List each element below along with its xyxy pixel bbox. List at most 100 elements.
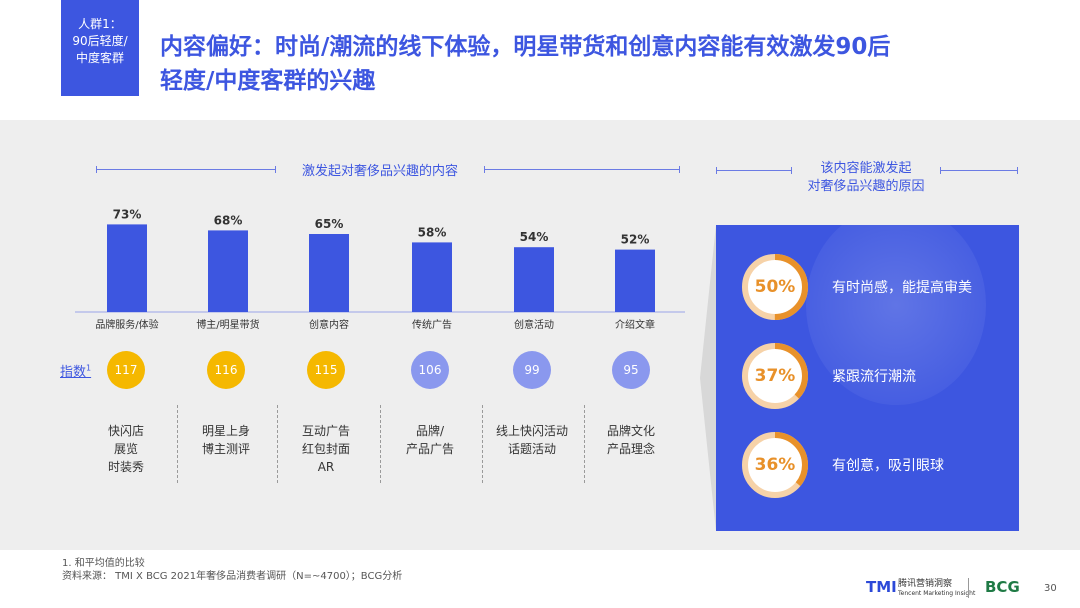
examples-col-4: 品牌/ 产品广告 <box>380 402 480 458</box>
example-line: 红包封面 <box>301 442 350 456</box>
example-line: 快闪店 <box>107 424 144 438</box>
reason-percent: 37% <box>754 366 796 386</box>
footnote-line2: 资料来源： TMI X BCG 2021年奢侈品消费者调研（N=~4700）；B… <box>62 571 403 582</box>
footnote: 1. 和平均值的比较 资料来源： TMI X BCG 2021年奢侈品消费者调研… <box>62 557 402 583</box>
index-value: 116 <box>214 363 238 377</box>
bar-value-label: 58% <box>418 225 447 239</box>
index-label: 指数1 <box>60 361 91 380</box>
example-line: 品牌/ <box>415 424 445 438</box>
index-circle: 115 <box>307 351 345 389</box>
index-circle: 117 <box>107 351 145 389</box>
examples-col-1: 快闪店 展览 时装秀 <box>76 402 176 476</box>
example-line: 博主测评 <box>201 442 250 456</box>
examples-col-6: 品牌文化 产品理念 <box>581 402 681 458</box>
column-separator <box>277 405 278 483</box>
index-value: 95 <box>623 363 639 377</box>
chevron-connector <box>700 225 716 531</box>
ring-background <box>745 435 805 495</box>
bar-value-label: 52% <box>621 233 650 247</box>
ring-progress <box>742 432 808 498</box>
category-label: 创意内容 <box>309 318 349 331</box>
slide-title: 内容偏好：时尚/潮流的线下体验，明星带货和创意内容能有效激发90后 轻度/中度客… <box>160 30 1040 98</box>
example-line: 互动广告 <box>301 424 350 438</box>
index-circle: 116 <box>207 351 245 389</box>
bar-value-label: 73% <box>113 207 142 221</box>
bar <box>107 224 147 312</box>
right-header-line2: 对奢侈品兴趣的原因 <box>807 179 925 194</box>
tmi-sub-en: Tencent Marketing Insight <box>898 590 976 597</box>
page-number: 30 <box>1044 583 1057 594</box>
example-line: 话题活动 <box>507 442 556 456</box>
bar-value-label: 68% <box>214 213 243 227</box>
example-line: 产品理念 <box>606 442 655 456</box>
category-label: 传统广告 <box>412 318 452 331</box>
right-header-line1: 该内容能激发起 <box>820 161 912 176</box>
reason-ring <box>742 343 808 409</box>
bar <box>615 249 655 312</box>
reasons-box: 50% 有时尚感，能提高审美 37% 紧跟流行潮流 36% 有创意，吸引眼球 <box>716 225 1019 531</box>
example-line: 明星上身 <box>201 424 250 438</box>
bar-value-label: 54% <box>520 230 549 244</box>
example-line: 品牌文化 <box>606 424 655 438</box>
tmi-logo: TMI <box>866 578 897 596</box>
reason-row: 37% 紧跟流行潮流 <box>740 341 1010 411</box>
right-section-header: 该内容能激发起 对奢侈品兴趣的原因 <box>796 160 936 196</box>
category-label: 品牌服务/体验 <box>95 318 158 331</box>
reason-row: 50% 有时尚感，能提高审美 <box>740 252 1010 322</box>
ring-progress <box>742 343 808 409</box>
tmi-sub-cn: 腾讯营销洞察 <box>898 579 953 589</box>
left-header-line-right <box>484 166 680 173</box>
example-line: 展览 <box>113 442 138 456</box>
index-value: 99 <box>524 363 540 377</box>
index-footnote-mark: 1 <box>86 363 92 373</box>
example-line: 产品广告 <box>405 442 454 456</box>
index-circle: 95 <box>612 351 650 389</box>
slide-title-line2: 轻度/中度客群的兴趣 <box>160 68 376 94</box>
reason-text: 紧跟流行潮流 <box>832 369 916 385</box>
audience-tag: 人群1： 90后轻度/ 中度客群 <box>61 0 139 96</box>
audience-tag-line: 中度客群 <box>75 51 124 65</box>
reason-row: 36% 有创意，吸引眼球 <box>740 430 1010 500</box>
tmi-logo-subtitle: 腾讯营销洞察 Tencent Marketing Insight <box>898 579 975 599</box>
reason-text: 有时尚感，能提高审美 <box>832 280 972 296</box>
index-circle: 99 <box>513 351 551 389</box>
right-header-line-right <box>940 167 1018 174</box>
ring-background <box>745 346 805 406</box>
ring-background <box>745 257 805 317</box>
reason-ring <box>742 254 808 320</box>
left-section-header: 激发起对奢侈品兴趣的内容 <box>301 164 458 179</box>
index-value: 117 <box>114 363 138 377</box>
index-circle: 106 <box>411 351 449 389</box>
category-label: 创意活动 <box>514 318 554 331</box>
footnote-line1: 1. 和平均值的比较 <box>62 558 145 569</box>
audience-tag-line: 90后轻度/ <box>72 34 128 48</box>
examples-col-5: 线上快闪活动 话题活动 <box>482 402 582 458</box>
logo-divider <box>968 578 969 598</box>
example-line: AR <box>317 460 335 474</box>
column-separator <box>482 405 483 483</box>
audience-tag-line: 人群1： <box>78 17 122 31</box>
index-value: 115 <box>314 363 338 377</box>
examples-col-3: 互动广告 红包封面 AR <box>276 402 376 476</box>
bar-value-label: 65% <box>315 217 344 231</box>
reason-text: 有创意，吸引眼球 <box>832 458 944 474</box>
reasons-glow <box>806 225 986 405</box>
example-line: 线上快闪活动 <box>495 424 568 438</box>
column-separator <box>584 405 585 483</box>
bar <box>412 242 452 312</box>
right-header-line-left <box>716 167 792 174</box>
column-separator <box>177 405 178 483</box>
examples-col-2: 明星上身 博主测评 <box>176 402 276 458</box>
category-label: 介绍文章 <box>615 318 655 331</box>
bar <box>309 234 349 312</box>
ring-progress <box>742 254 808 320</box>
bcg-logo: BCG <box>985 578 1020 596</box>
bar-chart: 73% 品牌服务/体验 68% 博主/明星带货 65% 创意内容 58% 传统广告 54% 创意活… <box>75 207 685 331</box>
reason-ring <box>742 432 808 498</box>
reason-percent: 50% <box>754 277 796 297</box>
slide-title-line1: 内容偏好：时尚/潮流的线下体验，明星带货和创意内容能有效激发90后 <box>160 34 891 60</box>
index-label-text: 指数 <box>60 365 87 380</box>
bar <box>514 247 554 312</box>
reason-percent: 36% <box>754 455 796 475</box>
left-header-line-left <box>96 166 276 173</box>
